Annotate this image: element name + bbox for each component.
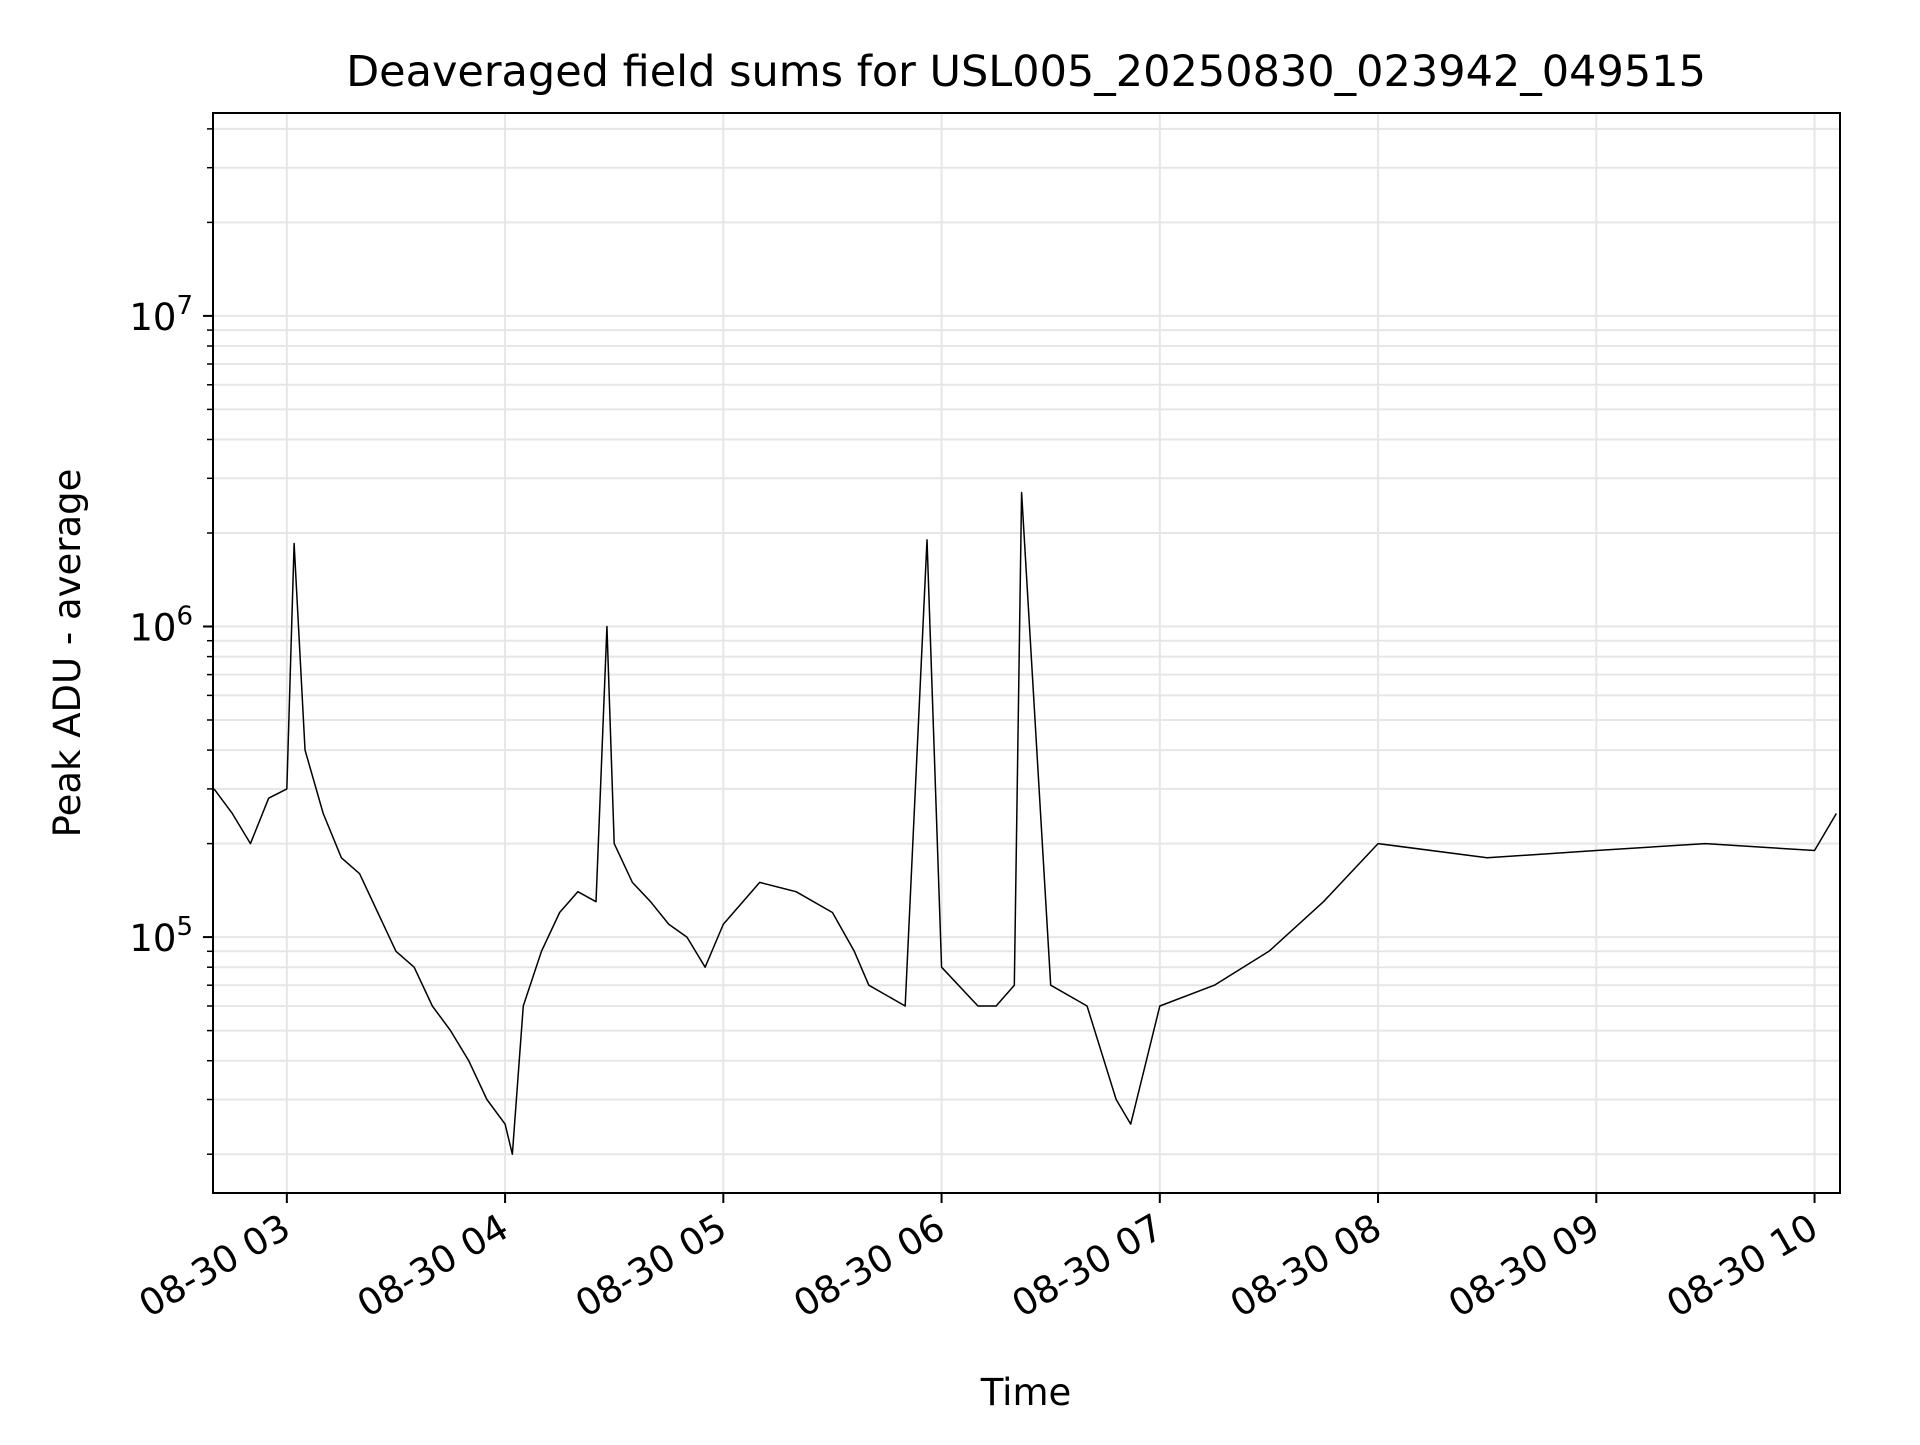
y-tick-exponent: 6 — [176, 601, 193, 631]
y-tick-exponent: 5 — [176, 912, 193, 942]
series-line-0 — [213, 491, 1838, 1155]
chart-title: Deaveraged field sums for USL005_2025083… — [346, 47, 1706, 97]
grid-lines — [213, 113, 1840, 1193]
x-axis-label: Time — [980, 1371, 1072, 1414]
series-layer — [213, 491, 1838, 1155]
y-axis-label: Peak ADU - average — [46, 469, 89, 838]
plot-frame — [212, 112, 1841, 1194]
y-tick-exponent: 7 — [176, 291, 193, 321]
